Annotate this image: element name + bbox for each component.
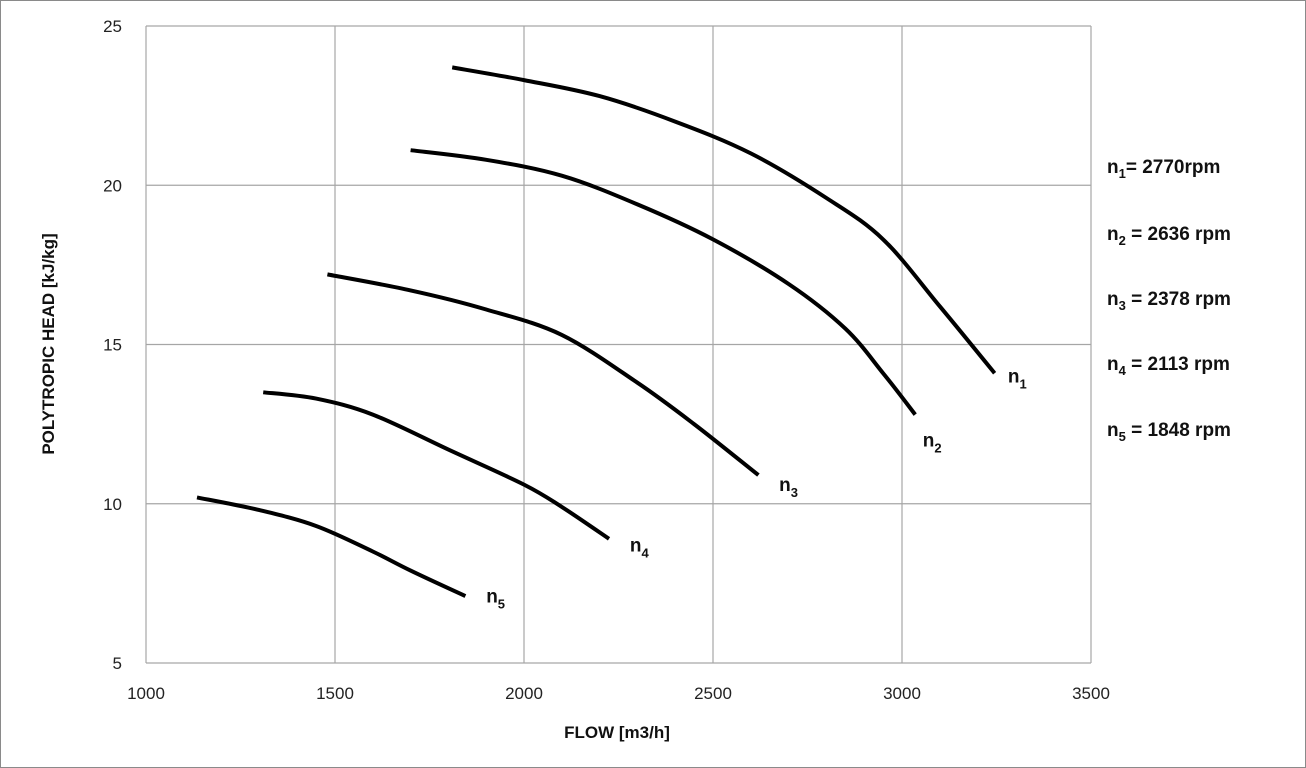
legend-sub: 5 [1118, 428, 1126, 444]
series-line-n2 [410, 148, 917, 416]
legend-entry-n4: n4 = 2113 rpm [1107, 354, 1230, 378]
curve-label-base: n [486, 586, 498, 607]
curve-label-n5: n5 [486, 586, 505, 611]
x-tick-label: 3500 [1072, 684, 1110, 703]
series-line-n3 [327, 272, 760, 477]
speed-curves [196, 65, 997, 598]
y-tick-label: 15 [103, 336, 122, 355]
legend-text: = 2113 rpm [1125, 354, 1230, 375]
x-tick-label: 2000 [505, 684, 543, 703]
legend-base: n [1107, 354, 1119, 375]
legend-base: n [1107, 420, 1119, 441]
curve-label-sub: 1 [1019, 377, 1026, 392]
curve-label-sub: 2 [934, 440, 941, 455]
legend-base: n [1107, 157, 1119, 178]
legend-text: = 2378 rpm [1125, 289, 1231, 310]
curve-label-base: n [1008, 367, 1020, 388]
legend-entry-n2: n2 = 2636 rpm [1107, 224, 1231, 248]
curve-label-sub: 5 [498, 596, 505, 611]
curve-label-base: n [630, 536, 642, 557]
series-line-n4 [262, 390, 611, 541]
curve-label-sub: 4 [641, 546, 649, 561]
legend-entry-n3: n3 = 2378 rpm [1107, 289, 1231, 313]
y-tick-label: 5 [113, 654, 122, 673]
curve-label-n3: n3 [779, 475, 798, 500]
series-line-n5 [196, 495, 467, 598]
series-line-n1 [451, 65, 997, 375]
legend-text: = 2770rpm [1125, 157, 1221, 178]
legend-entry-n5: n5 = 1848 rpm [1107, 420, 1231, 444]
x-axis-title: FLOW [m3/h] [564, 723, 670, 742]
curve-label-base: n [923, 430, 935, 451]
y-axis-title: POLYTROPIC HEAD [kJ/kg] [39, 233, 58, 454]
y-tick-label: 25 [103, 17, 122, 36]
legend-entry-n1: n1= 2770rpm [1107, 157, 1220, 181]
y-tick-label: 10 [103, 495, 122, 514]
x-tick-label: 1500 [316, 684, 354, 703]
legend-base: n [1107, 224, 1119, 245]
curve-label-sub: 3 [791, 485, 798, 500]
x-tick-label: 2500 [694, 684, 732, 703]
legend-text: = 2636 rpm [1125, 224, 1231, 245]
curve-label-n2: n2 [923, 430, 942, 455]
curve-label-n4: n4 [630, 536, 650, 561]
y-tick-label: 20 [103, 176, 122, 195]
x-tick-label: 1000 [127, 684, 165, 703]
legend-text: = 1848 rpm [1125, 420, 1231, 441]
curve-label-base: n [779, 475, 791, 496]
curve-label-n1: n1 [1008, 367, 1027, 392]
legend-sub: 1 [1118, 165, 1126, 181]
legend-sub: 3 [1118, 297, 1126, 313]
legend-base: n [1107, 289, 1119, 310]
legend-sub: 4 [1118, 362, 1126, 378]
grid-lines [145, 25, 1092, 664]
x-tick-label: 3000 [883, 684, 921, 703]
legend-sub: 2 [1118, 232, 1126, 248]
